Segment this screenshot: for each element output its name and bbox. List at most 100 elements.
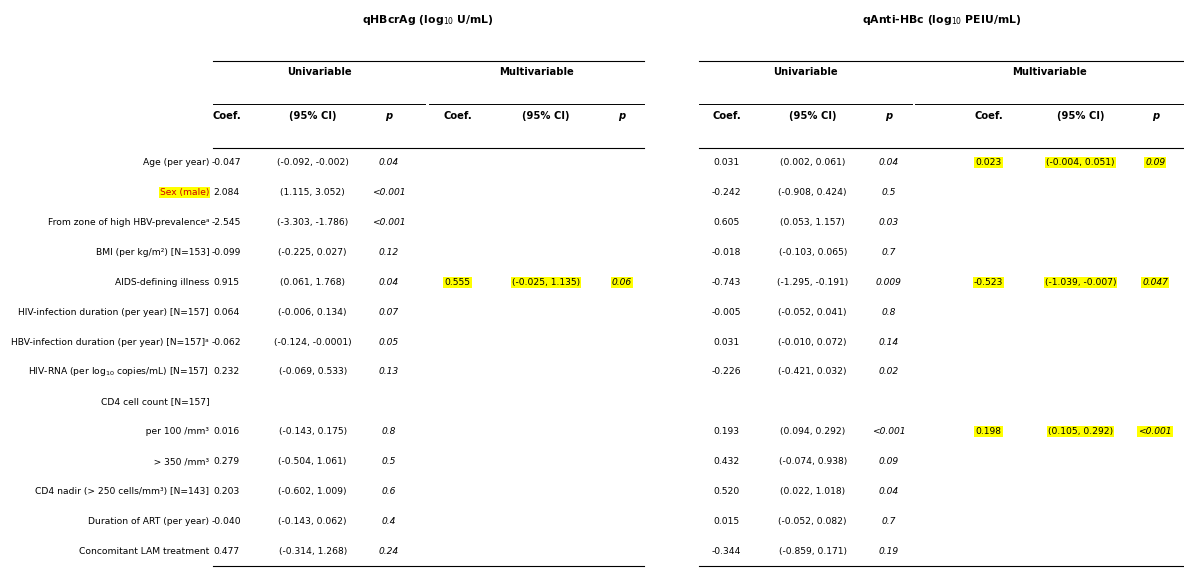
Text: (0.022, 1.018): (0.022, 1.018) bbox=[780, 487, 845, 496]
Text: (-0.074, 0.938): (-0.074, 0.938) bbox=[779, 457, 847, 466]
Text: 0.19: 0.19 bbox=[879, 547, 899, 556]
Text: AIDS-defining illness: AIDS-defining illness bbox=[115, 278, 210, 287]
Text: 0.4: 0.4 bbox=[381, 517, 395, 526]
Text: HIV-RNA (per log$_{10}$ copies/mL) [N=157]: HIV-RNA (per log$_{10}$ copies/mL) [N=15… bbox=[28, 365, 210, 379]
Text: (-1.039, -0.007): (-1.039, -0.007) bbox=[1044, 278, 1117, 287]
Text: (95% CI): (95% CI) bbox=[289, 111, 336, 121]
Text: 0.7: 0.7 bbox=[881, 248, 896, 257]
Text: CD4 nadir (> 250 cells/mm³) [N=143]: CD4 nadir (> 250 cells/mm³) [N=143] bbox=[36, 487, 210, 496]
Text: (-0.025, 1.135): (-0.025, 1.135) bbox=[511, 278, 580, 287]
Text: <0.001: <0.001 bbox=[871, 427, 906, 436]
Text: p: p bbox=[884, 111, 892, 121]
Text: From zone of high HBV-prevalenceᵃ: From zone of high HBV-prevalenceᵃ bbox=[47, 218, 210, 227]
Text: p: p bbox=[618, 111, 625, 121]
Text: 0.03: 0.03 bbox=[879, 218, 899, 227]
Text: qAnti-HBc (log$_{10}$ PEIU/mL): qAnti-HBc (log$_{10}$ PEIU/mL) bbox=[862, 13, 1021, 27]
Text: -0.226: -0.226 bbox=[712, 368, 741, 376]
Text: (-0.004, 0.051): (-0.004, 0.051) bbox=[1047, 158, 1115, 167]
Text: 0.04: 0.04 bbox=[879, 158, 899, 167]
Text: (-0.859, 0.171): (-0.859, 0.171) bbox=[779, 547, 847, 556]
Text: -0.523: -0.523 bbox=[974, 278, 1003, 287]
Text: (-0.092, -0.002): (-0.092, -0.002) bbox=[277, 158, 348, 167]
Text: Univariable: Univariable bbox=[287, 67, 352, 78]
Text: <0.001: <0.001 bbox=[1139, 427, 1172, 436]
Text: <0.001: <0.001 bbox=[372, 218, 405, 227]
Text: <0.001: <0.001 bbox=[372, 188, 405, 197]
Text: Sex (male): Sex (male) bbox=[160, 188, 210, 197]
Text: (-0.103, 0.065): (-0.103, 0.065) bbox=[779, 248, 847, 257]
Text: -0.062: -0.062 bbox=[212, 338, 242, 346]
Text: Multivariable: Multivariable bbox=[498, 67, 573, 78]
Text: 0.12: 0.12 bbox=[379, 248, 399, 257]
Text: (0.105, 0.292): (0.105, 0.292) bbox=[1048, 427, 1113, 436]
Text: (-0.143, 0.062): (-0.143, 0.062) bbox=[278, 517, 347, 526]
Text: -0.040: -0.040 bbox=[212, 517, 242, 526]
Text: 0.5: 0.5 bbox=[381, 457, 395, 466]
Text: (-0.602, 1.009): (-0.602, 1.009) bbox=[278, 487, 347, 496]
Text: 0.14: 0.14 bbox=[879, 338, 899, 346]
Text: 0.023: 0.023 bbox=[976, 158, 1002, 167]
Text: 0.04: 0.04 bbox=[379, 158, 399, 167]
Text: 0.7: 0.7 bbox=[881, 517, 896, 526]
Text: (-3.303, -1.786): (-3.303, -1.786) bbox=[277, 218, 348, 227]
Text: 0.09: 0.09 bbox=[1145, 158, 1165, 167]
Text: 0.605: 0.605 bbox=[714, 218, 740, 227]
Text: 0.04: 0.04 bbox=[379, 278, 399, 287]
Text: qHBcrAg (log$_{10}$ U/mL): qHBcrAg (log$_{10}$ U/mL) bbox=[362, 13, 494, 27]
Text: BMI (per kg/m²) [N=153]: BMI (per kg/m²) [N=153] bbox=[96, 248, 210, 257]
Text: p: p bbox=[385, 111, 392, 121]
Text: (-0.421, 0.032): (-0.421, 0.032) bbox=[778, 368, 847, 376]
Text: 0.07: 0.07 bbox=[379, 307, 399, 317]
Text: Coef.: Coef. bbox=[212, 111, 240, 121]
Text: (0.061, 1.768): (0.061, 1.768) bbox=[281, 278, 346, 287]
Text: 0.06: 0.06 bbox=[612, 278, 632, 287]
Text: 0.016: 0.016 bbox=[213, 427, 239, 436]
Text: (1.115, 3.052): (1.115, 3.052) bbox=[281, 188, 345, 197]
Text: 0.520: 0.520 bbox=[714, 487, 740, 496]
Text: 0.09: 0.09 bbox=[879, 457, 899, 466]
Text: per 100 /mm³: per 100 /mm³ bbox=[137, 427, 210, 436]
Text: (0.053, 1.157): (0.053, 1.157) bbox=[780, 218, 845, 227]
Text: 0.193: 0.193 bbox=[714, 427, 740, 436]
Text: 0.02: 0.02 bbox=[879, 368, 899, 376]
Text: CD4 cell count [N=157]: CD4 cell count [N=157] bbox=[101, 397, 210, 406]
Text: -0.242: -0.242 bbox=[712, 188, 741, 197]
Text: -0.005: -0.005 bbox=[712, 307, 741, 317]
Text: 0.047: 0.047 bbox=[1143, 278, 1169, 287]
Text: (-0.052, 0.082): (-0.052, 0.082) bbox=[778, 517, 847, 526]
Text: 0.009: 0.009 bbox=[876, 278, 901, 287]
Text: (95% CI): (95% CI) bbox=[789, 111, 836, 121]
Text: (-0.314, 1.268): (-0.314, 1.268) bbox=[278, 547, 347, 556]
Text: 0.198: 0.198 bbox=[976, 427, 1002, 436]
Text: (-0.052, 0.041): (-0.052, 0.041) bbox=[778, 307, 847, 317]
Text: Coef.: Coef. bbox=[974, 111, 1003, 121]
Text: 0.8: 0.8 bbox=[381, 427, 395, 436]
Text: 2.084: 2.084 bbox=[213, 188, 239, 197]
Text: > 350 /mm³: > 350 /mm³ bbox=[146, 457, 210, 466]
Text: -0.344: -0.344 bbox=[712, 547, 741, 556]
Text: 0.13: 0.13 bbox=[379, 368, 399, 376]
Text: 0.477: 0.477 bbox=[213, 547, 239, 556]
Text: Coef.: Coef. bbox=[712, 111, 741, 121]
Text: 0.05: 0.05 bbox=[379, 338, 399, 346]
Text: 0.915: 0.915 bbox=[213, 278, 239, 287]
Text: Duration of ART (per year): Duration of ART (per year) bbox=[89, 517, 210, 526]
Text: 0.064: 0.064 bbox=[213, 307, 239, 317]
Text: (-0.006, 0.134): (-0.006, 0.134) bbox=[278, 307, 347, 317]
Text: Age (per year): Age (per year) bbox=[143, 158, 210, 167]
Text: -0.099: -0.099 bbox=[212, 248, 242, 257]
Text: -0.047: -0.047 bbox=[212, 158, 242, 167]
Text: (-1.295, -0.191): (-1.295, -0.191) bbox=[777, 278, 848, 287]
Text: Multivariable: Multivariable bbox=[1012, 67, 1087, 78]
Text: -2.545: -2.545 bbox=[212, 218, 242, 227]
Text: 0.279: 0.279 bbox=[213, 457, 239, 466]
Text: (-0.124, -0.0001): (-0.124, -0.0001) bbox=[274, 338, 352, 346]
Text: (-0.143, 0.175): (-0.143, 0.175) bbox=[278, 427, 347, 436]
Text: Coef.: Coef. bbox=[443, 111, 472, 121]
Text: Univariable: Univariable bbox=[773, 67, 837, 78]
Text: 0.432: 0.432 bbox=[714, 457, 740, 466]
Text: -0.743: -0.743 bbox=[712, 278, 741, 287]
Text: (95% CI): (95% CI) bbox=[522, 111, 570, 121]
Text: 0.232: 0.232 bbox=[213, 368, 239, 376]
Text: 0.8: 0.8 bbox=[881, 307, 896, 317]
